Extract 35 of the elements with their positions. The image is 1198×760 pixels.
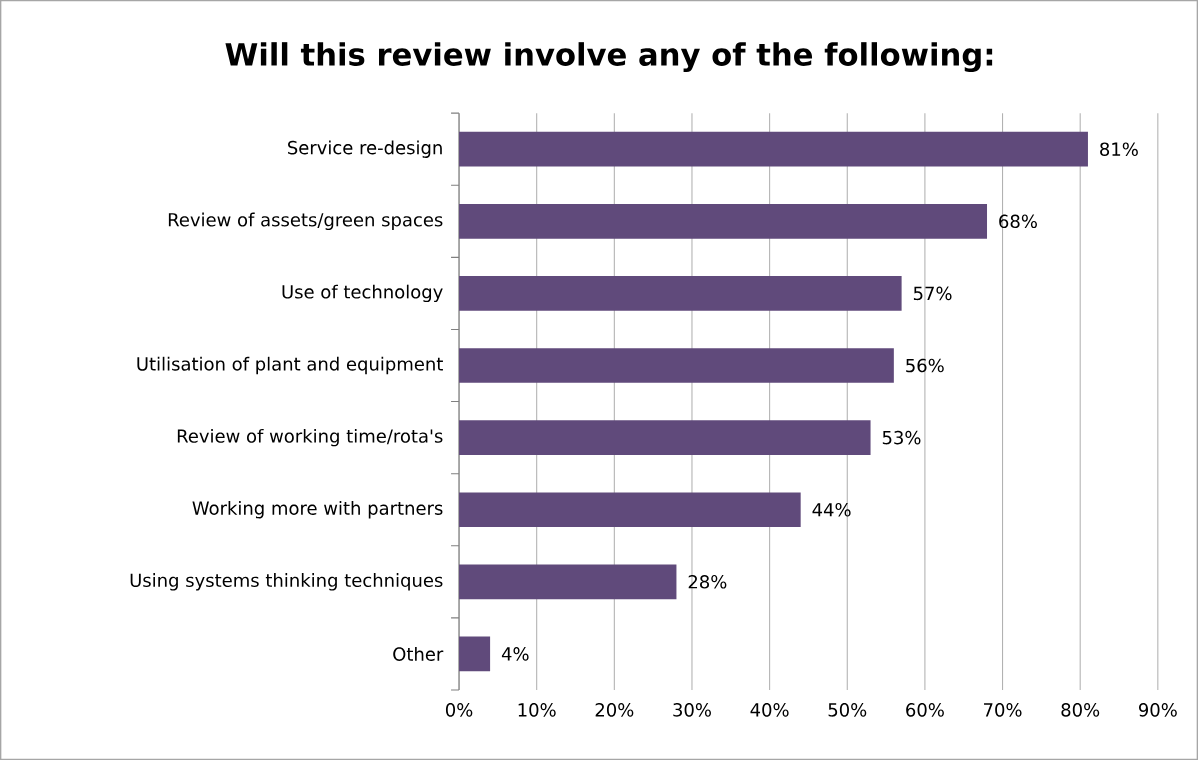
y-tick-label: Using systems thinking techniques [130,573,443,591]
data-label: 28% [688,574,727,589]
data-label: 57% [913,286,952,301]
bar [459,203,988,239]
bar [459,420,871,455]
y-tick-label: Utilisation of plant and equipment [137,356,443,375]
y-tick-label: Working more with partners [192,500,443,519]
x-tick-label: 30% [673,702,711,717]
x-tick-label: 50% [828,702,867,717]
bar [459,564,677,600]
y-tick-label: Use of technology [282,284,443,303]
x-tick-label: 80% [1061,702,1100,717]
bar [459,348,894,383]
x-tick-label: 70% [984,702,1022,717]
y-tick-label: Other [393,646,444,661]
y-tick-label: Review of assets/green spaces [168,212,443,230]
bar [459,276,902,311]
data-label: 56% [906,358,944,373]
x-tick-label: 10% [518,702,556,717]
chart-title: Will this review involve any of the following: [225,42,993,73]
data-label: 81% [1100,142,1138,156]
x-tick-label: 0% [445,702,473,717]
data-label: 68% [999,214,1037,229]
x-tick-label: 90% [1138,702,1177,717]
y-tick-label: Review of working time/rota's [177,428,443,447]
bar [459,492,801,527]
data-label: 53% [882,430,921,445]
bar [459,131,1088,167]
y-tick-label: Service re-design [288,140,442,158]
x-tick-label: 60% [906,702,944,717]
bar [459,636,491,672]
x-tick-label: 40% [750,702,789,717]
x-tick-label: 20% [595,702,634,717]
data-label: 44% [812,502,851,517]
data-label: 4% [501,647,529,661]
